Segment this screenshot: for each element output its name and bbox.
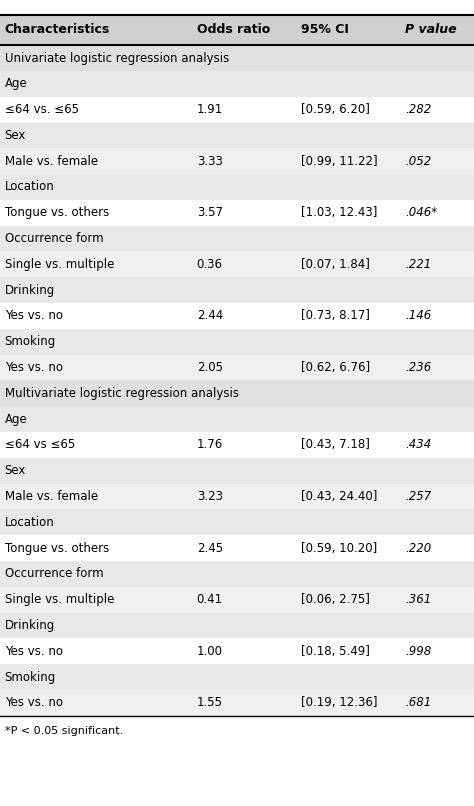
Text: [0.62, 6.76]: [0.62, 6.76]	[301, 361, 370, 374]
Bar	[0, 251, 474, 277]
Bar	[0, 690, 474, 716]
Text: Multivariate logistic regression analysis: Multivariate logistic regression analysi…	[5, 387, 239, 400]
Text: Occurrence form: Occurrence form	[5, 232, 103, 245]
Bar	[0, 613, 474, 638]
Text: [0.43, 7.18]: [0.43, 7.18]	[301, 438, 370, 451]
Text: 1.76: 1.76	[197, 438, 223, 451]
Bar	[0, 432, 474, 458]
Text: Univariate logistic regression analysis: Univariate logistic regression analysis	[5, 52, 229, 64]
Bar	[0, 148, 474, 174]
Bar	[0, 587, 474, 613]
Bar	[0, 406, 474, 432]
Text: .434: .434	[405, 438, 431, 451]
Text: Male vs. female: Male vs. female	[5, 155, 98, 168]
Text: 2.44: 2.44	[197, 310, 223, 322]
Text: .052: .052	[405, 155, 431, 168]
Text: 3.33: 3.33	[197, 155, 223, 168]
Text: Characteristics: Characteristics	[5, 23, 110, 36]
Bar	[0, 226, 474, 251]
Text: .681: .681	[405, 696, 431, 709]
Text: [0.19, 12.36]: [0.19, 12.36]	[301, 696, 377, 709]
Text: [0.99, 11.22]: [0.99, 11.22]	[301, 155, 378, 168]
Text: .221: .221	[405, 258, 431, 271]
Bar	[0, 484, 474, 509]
Text: Odds ratio: Odds ratio	[197, 23, 270, 36]
Text: .998: .998	[405, 645, 431, 658]
Text: 0.41: 0.41	[197, 593, 223, 606]
Text: Sex: Sex	[5, 464, 26, 477]
Text: Yes vs. no: Yes vs. no	[5, 310, 63, 322]
Text: Location: Location	[5, 516, 55, 529]
Text: 2.05: 2.05	[197, 361, 223, 374]
Text: 3.23: 3.23	[197, 490, 223, 503]
Text: Single vs. multiple: Single vs. multiple	[5, 258, 114, 271]
Text: Yes vs. no: Yes vs. no	[5, 645, 63, 658]
Text: Age: Age	[5, 413, 27, 426]
Text: ≤64 vs ≤65: ≤64 vs ≤65	[5, 438, 75, 451]
Bar	[0, 561, 474, 587]
Text: Sex: Sex	[5, 129, 26, 142]
Bar	[0, 15, 474, 45]
Text: 1.55: 1.55	[197, 696, 223, 709]
Text: 95% CI: 95% CI	[301, 23, 349, 36]
Text: Yes vs. no: Yes vs. no	[5, 361, 63, 374]
Text: Age: Age	[5, 77, 27, 90]
Text: .046*: .046*	[405, 206, 438, 219]
Bar	[0, 45, 474, 71]
Text: .236: .236	[405, 361, 431, 374]
Text: Smoking: Smoking	[5, 335, 56, 348]
Text: *P < 0.05 significant.: *P < 0.05 significant.	[5, 726, 123, 736]
Text: [0.07, 1.84]: [0.07, 1.84]	[301, 258, 370, 271]
Text: Yes vs. no: Yes vs. no	[5, 696, 63, 709]
Text: [0.73, 8.17]: [0.73, 8.17]	[301, 310, 370, 322]
Text: [0.18, 5.49]: [0.18, 5.49]	[301, 645, 370, 658]
Bar	[0, 97, 474, 123]
Text: [0.59, 10.20]: [0.59, 10.20]	[301, 542, 377, 555]
Text: .146: .146	[405, 310, 431, 322]
Bar	[0, 458, 474, 484]
Text: .361: .361	[405, 593, 431, 606]
Text: ≤64 vs. ≤65: ≤64 vs. ≤65	[5, 103, 79, 116]
Bar	[0, 380, 474, 406]
Text: 1.91: 1.91	[197, 103, 223, 116]
Text: .282: .282	[405, 103, 431, 116]
Text: P value: P value	[405, 23, 457, 36]
Text: .220: .220	[405, 542, 431, 555]
Text: 2.45: 2.45	[197, 542, 223, 555]
Bar	[0, 71, 474, 97]
Bar	[0, 303, 474, 329]
Bar	[0, 329, 474, 355]
Text: Drinking: Drinking	[5, 284, 55, 297]
Text: Location: Location	[5, 181, 55, 193]
Bar	[0, 355, 474, 380]
Text: [0.43, 24.40]: [0.43, 24.40]	[301, 490, 377, 503]
Bar	[0, 509, 474, 535]
Bar	[0, 638, 474, 664]
Text: .257: .257	[405, 490, 431, 503]
Text: Tongue vs. others: Tongue vs. others	[5, 542, 109, 555]
Bar	[0, 123, 474, 148]
Text: Smoking: Smoking	[5, 671, 56, 683]
Text: 0.36: 0.36	[197, 258, 223, 271]
Text: 1.00: 1.00	[197, 645, 223, 658]
Text: Tongue vs. others: Tongue vs. others	[5, 206, 109, 219]
Text: Male vs. female: Male vs. female	[5, 490, 98, 503]
Bar	[0, 277, 474, 303]
Text: Occurrence form: Occurrence form	[5, 567, 103, 580]
Bar	[0, 535, 474, 561]
Bar	[0, 664, 474, 690]
Bar	[0, 200, 474, 226]
Text: 3.57: 3.57	[197, 206, 223, 219]
Text: [0.06, 2.75]: [0.06, 2.75]	[301, 593, 370, 606]
Bar	[0, 174, 474, 200]
Text: [1.03, 12.43]: [1.03, 12.43]	[301, 206, 377, 219]
Text: Single vs. multiple: Single vs. multiple	[5, 593, 114, 606]
Text: [0.59, 6.20]: [0.59, 6.20]	[301, 103, 370, 116]
Text: Drinking: Drinking	[5, 619, 55, 632]
